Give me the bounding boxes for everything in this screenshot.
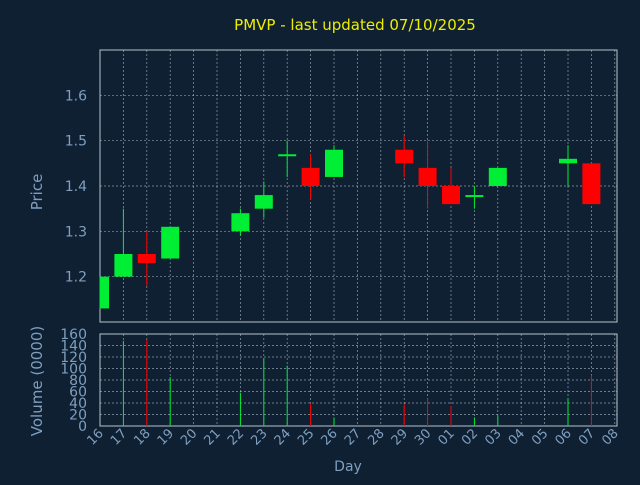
volume-tick-label: 60: [69, 385, 87, 401]
volume-tick-label: 20: [69, 408, 87, 424]
candle-body: [325, 149, 343, 177]
candle-body: [301, 167, 320, 186]
volume-axis-label: Volume (0000): [28, 326, 46, 436]
price-tick-label: 1.6: [65, 88, 87, 104]
volume-tick-label: 100: [60, 362, 87, 378]
x-tick-labels: 16 17 18 19 20 21 22 23 24 25 26 27 28 29 30 01 02 03 04 05…: [85, 426, 622, 448]
candle-body: [114, 254, 133, 277]
price-axis-label: Price: [28, 174, 46, 211]
x-axis-label: Day: [334, 459, 362, 475]
candle-body: [465, 195, 484, 198]
candle-body: [418, 167, 437, 186]
volume-tick-label: 0: [78, 419, 87, 435]
chart-title: PMVP - last updated 07/10/2025: [234, 16, 476, 34]
price-tick-label: 1.3: [65, 224, 87, 240]
volume-tick-label: 120: [60, 350, 87, 366]
candle-body: [231, 213, 250, 232]
volume-tick-label: 160: [60, 327, 87, 343]
candle-body: [100, 276, 109, 309]
candle-body: [137, 254, 156, 264]
candle-body: [559, 158, 577, 164]
candle-body: [278, 154, 297, 157]
price-tick-label: 1.5: [65, 134, 87, 150]
candle-body: [395, 149, 414, 164]
price-tick-label: 1.2: [65, 270, 87, 286]
candle-body: [161, 226, 180, 259]
volume-tick-label: 80: [69, 373, 87, 389]
price-tick-label: 1.4: [65, 179, 87, 195]
candle-body: [442, 186, 460, 205]
volume-tick-label: 140: [60, 339, 87, 355]
volume-tick-label: 40: [69, 396, 87, 412]
candle-body: [254, 195, 273, 209]
price-panel: 1.2 1.3 1.4 1.5 1.6: [65, 49, 618, 323]
candle-body: [582, 163, 601, 205]
candle-body: [488, 167, 507, 186]
